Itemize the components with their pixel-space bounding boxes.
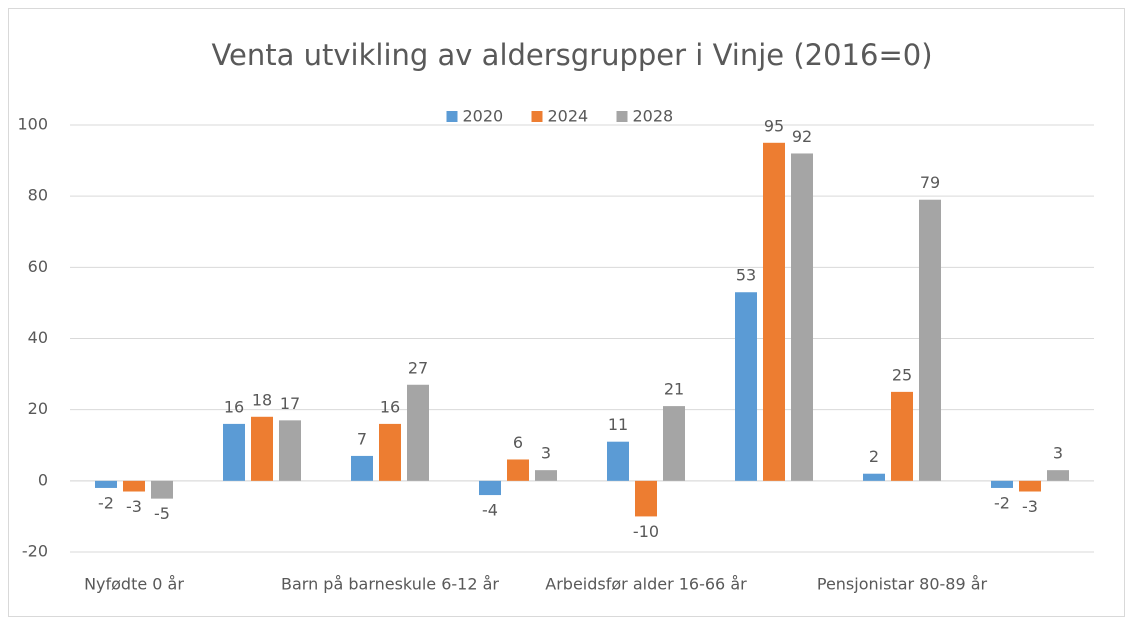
y-tick-label: 0 bbox=[38, 470, 48, 489]
data-label: 21 bbox=[664, 380, 684, 399]
legend-swatch bbox=[446, 111, 458, 122]
bar bbox=[791, 153, 813, 481]
data-label: 27 bbox=[408, 358, 428, 377]
y-tick-label: 20 bbox=[28, 399, 48, 418]
y-tick-label: 100 bbox=[17, 115, 48, 134]
data-label: 7 bbox=[357, 429, 367, 448]
x-tick-label: Arbeidsfør alder 16-66 år bbox=[545, 575, 747, 594]
data-label: 2 bbox=[869, 447, 879, 466]
data-label: 53 bbox=[736, 266, 756, 285]
bar bbox=[351, 455, 373, 481]
y-tick-label: 80 bbox=[28, 186, 48, 205]
x-tick-label: Barn på barneskule 6-12 år bbox=[281, 575, 499, 594]
data-label: -4 bbox=[482, 501, 498, 520]
data-label: 17 bbox=[280, 394, 300, 413]
data-label: -10 bbox=[633, 522, 659, 541]
bar bbox=[95, 480, 117, 488]
data-label: 92 bbox=[792, 127, 812, 146]
y-tick-label: -20 bbox=[22, 542, 48, 561]
bar bbox=[919, 199, 941, 481]
chart-title: Venta utvikling av aldersgrupper i Vinje… bbox=[211, 38, 932, 72]
data-label: 3 bbox=[541, 444, 551, 463]
bar bbox=[635, 480, 657, 517]
bar bbox=[507, 459, 529, 481]
bar bbox=[535, 470, 557, 481]
data-label: -3 bbox=[126, 497, 142, 516]
bar bbox=[123, 480, 145, 492]
bar bbox=[479, 480, 501, 496]
bar bbox=[279, 420, 301, 481]
legend-label: 2028 bbox=[633, 107, 674, 126]
bar bbox=[151, 480, 173, 499]
data-label: 16 bbox=[380, 397, 400, 416]
bar bbox=[251, 416, 273, 481]
bar bbox=[1019, 480, 1041, 492]
data-label: -3 bbox=[1022, 497, 1038, 516]
data-label: 16 bbox=[224, 397, 244, 416]
data-label: 25 bbox=[892, 365, 912, 384]
bar bbox=[663, 406, 685, 481]
legend-swatch bbox=[616, 111, 628, 122]
bar bbox=[223, 423, 245, 481]
legend-label: 2020 bbox=[463, 107, 504, 126]
bar bbox=[763, 142, 785, 481]
y-tick-label: 60 bbox=[28, 257, 48, 276]
chart-frame bbox=[8, 8, 1125, 617]
x-tick-label: Pensjonistar 80-89 år bbox=[817, 575, 988, 594]
data-label: 6 bbox=[513, 433, 523, 452]
bar bbox=[407, 384, 429, 481]
bar bbox=[991, 480, 1013, 488]
legend-label: 2024 bbox=[548, 107, 589, 126]
bar bbox=[1047, 470, 1069, 481]
data-label: 18 bbox=[252, 390, 272, 409]
bar bbox=[379, 423, 401, 481]
data-label: -2 bbox=[994, 493, 1010, 512]
data-label: 79 bbox=[920, 173, 940, 192]
legend-swatch bbox=[531, 111, 543, 122]
data-label: -2 bbox=[98, 493, 114, 512]
data-label: -5 bbox=[154, 504, 170, 523]
bar bbox=[607, 441, 629, 481]
data-label: 95 bbox=[764, 116, 784, 135]
bar bbox=[863, 473, 885, 481]
bar bbox=[735, 292, 757, 481]
data-label: 3 bbox=[1053, 444, 1063, 463]
bar bbox=[891, 391, 913, 481]
x-tick-label: Nyfødte 0 år bbox=[84, 575, 184, 594]
data-label: 11 bbox=[608, 415, 628, 434]
y-tick-label: 40 bbox=[28, 328, 48, 347]
